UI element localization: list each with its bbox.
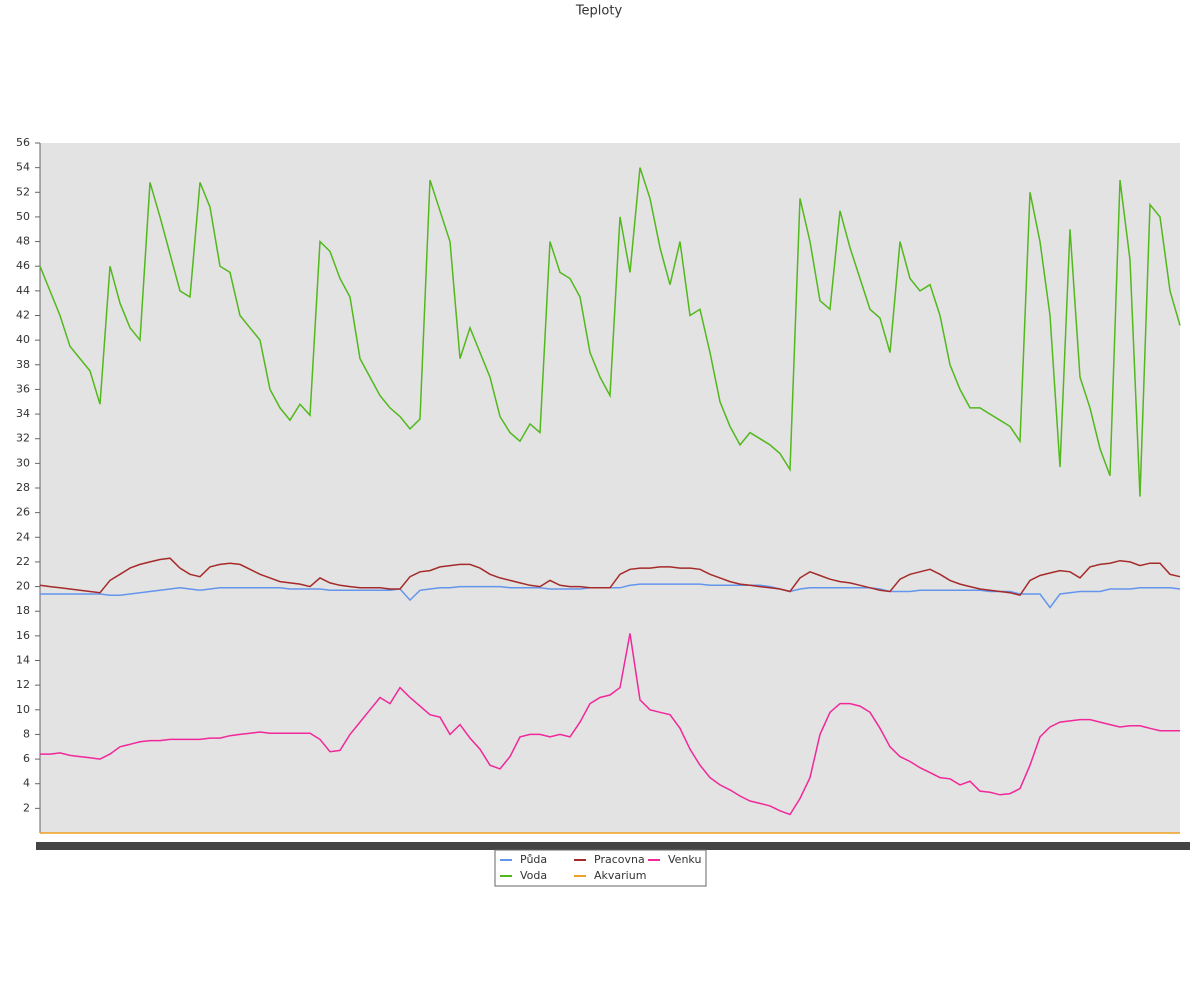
- y-tick-label: 20: [16, 580, 30, 593]
- y-tick-label: 48: [16, 235, 30, 248]
- legend-label: Akvarium: [594, 869, 646, 882]
- legend: [494, 849, 707, 887]
- y-tick-label: 50: [16, 210, 30, 223]
- y-tick-label: 54: [16, 161, 30, 174]
- y-tick-label: 32: [16, 432, 30, 445]
- plot-area: [40, 143, 1180, 833]
- y-tick-label: 40: [16, 333, 30, 346]
- series-line: [39, 167, 1181, 497]
- y-tick-label: 8: [23, 727, 30, 740]
- y-tick-label: 52: [16, 185, 30, 198]
- y-tick-label: 18: [16, 604, 30, 617]
- y-tick-label: 2: [23, 801, 30, 814]
- y-tick-label: 28: [16, 481, 30, 494]
- y-tick-label: 16: [16, 629, 30, 642]
- y-tick-label: 4: [23, 777, 30, 790]
- series-line: [40, 633, 1180, 816]
- y-tick-label: 10: [16, 703, 30, 716]
- y-tick-label: 34: [16, 407, 30, 420]
- x-tick-labels-band: [36, 842, 1190, 850]
- y-tick-label: 6: [23, 752, 30, 765]
- y-tick-label: 36: [16, 382, 30, 395]
- y-tick-label: 46: [16, 259, 30, 272]
- y-tick-label: 38: [16, 358, 30, 371]
- legend-label: Půda: [520, 853, 547, 866]
- y-tick-label: 44: [16, 284, 30, 297]
- y-tick-label: 56: [16, 136, 30, 149]
- y-tick-label: 26: [16, 506, 30, 519]
- legend-label: Voda: [520, 869, 547, 882]
- legend-label: Venku: [668, 853, 701, 866]
- chart-title: Teploty: [575, 4, 623, 19]
- series-line: [39, 557, 1181, 597]
- y-tick-label: 30: [16, 456, 30, 469]
- y-tick-label: 14: [16, 654, 30, 667]
- y-tick-label: 22: [16, 555, 30, 568]
- y-tick-label: 42: [16, 309, 30, 322]
- y-tick-label: 12: [16, 678, 30, 691]
- legend-label: Pracovna: [594, 853, 645, 866]
- y-tick-label: 24: [16, 530, 30, 543]
